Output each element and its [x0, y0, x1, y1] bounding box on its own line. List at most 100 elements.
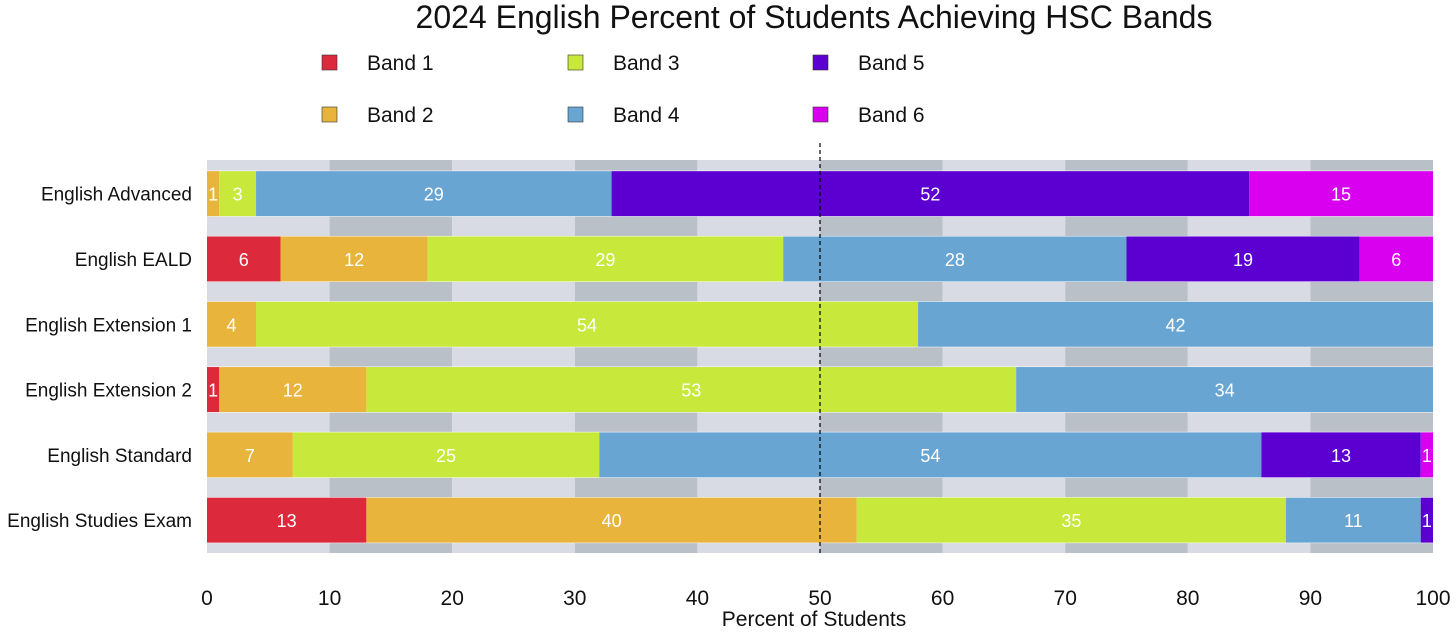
- data-label: 54: [920, 446, 940, 466]
- bar-layer: [207, 171, 1433, 543]
- legend-swatch: [321, 106, 338, 123]
- data-label: 1: [208, 185, 218, 205]
- x-axis: 0 10 20 30 40 50 60 70 80 90 100: [201, 587, 1450, 610]
- data-label: 29: [424, 185, 444, 205]
- x-tick-label: 10: [318, 587, 341, 610]
- data-label: 28: [945, 250, 965, 270]
- data-label: 19: [1233, 250, 1253, 270]
- bar-segment: [256, 171, 612, 217]
- x-tick-label: 60: [931, 587, 954, 610]
- data-label: 1: [208, 381, 218, 401]
- data-label: 29: [595, 250, 615, 270]
- category-label: English EALD: [75, 250, 192, 271]
- data-label: 6: [1391, 250, 1401, 270]
- grid-band: [1187, 160, 1311, 553]
- data-label: 25: [436, 446, 456, 466]
- x-axis-label: Percent of Students: [722, 608, 906, 631]
- bar-segment: [1359, 236, 1433, 282]
- legend-swatch: [812, 106, 829, 123]
- bar-segment: [783, 236, 1127, 282]
- data-label: 13: [277, 511, 297, 531]
- grid-band: [1065, 160, 1188, 553]
- category-label: English Advanced: [41, 185, 192, 206]
- data-label: 40: [602, 511, 622, 531]
- legend-swatch: [567, 54, 584, 71]
- x-tick-label: 80: [1176, 587, 1199, 610]
- legend-swatch: [321, 54, 338, 71]
- bar-segment: [856, 497, 1286, 543]
- bar-segment: [1126, 236, 1360, 282]
- legend-label: Band 2: [367, 104, 434, 127]
- data-label-layer: 1 3 29 52 156 12 29 28 19 64 54 421 12 53 347 25 54 13 113…: [208, 185, 1432, 532]
- legend-label: Band 6: [858, 104, 925, 127]
- data-label: 7: [245, 446, 255, 466]
- category-label: English Extension 2: [25, 381, 192, 402]
- bar-segment: [280, 236, 428, 282]
- data-label: 12: [344, 250, 364, 270]
- bar-segment: [1420, 432, 1433, 478]
- bar-segment: [207, 432, 293, 478]
- bar-segment: [1016, 367, 1433, 413]
- grid-band: [207, 160, 330, 553]
- grid-band: [820, 160, 943, 553]
- legend-swatch: [812, 54, 829, 71]
- bar-segment: [366, 367, 1017, 413]
- bar-segment: [599, 432, 1262, 478]
- bar-segment: [1285, 497, 1421, 543]
- x-tick-label: 100: [1415, 587, 1450, 610]
- data-label: 11: [1344, 511, 1363, 531]
- data-label: 13: [1331, 446, 1351, 466]
- data-label: 42: [1166, 315, 1186, 335]
- bar-segment: [219, 171, 257, 217]
- bar-segment: [207, 497, 367, 543]
- grid-band: [697, 160, 820, 553]
- bar-segment: [427, 236, 784, 282]
- legend-label: Band 3: [613, 52, 680, 75]
- bar-segment: [1420, 497, 1433, 543]
- data-label: 15: [1331, 185, 1351, 205]
- data-label: 6: [239, 250, 249, 270]
- bar-segment: [611, 171, 1250, 217]
- data-label: 54: [577, 315, 597, 335]
- grid-band: [452, 160, 575, 553]
- bar-segment: [207, 367, 220, 413]
- legend: Band 1 Band 2 Band 3 Band 4 Band 5 Band 6: [321, 52, 925, 127]
- x-tick-label: 30: [563, 587, 586, 610]
- grid-band: [942, 160, 1066, 553]
- grid-band: [1310, 160, 1433, 553]
- legend-label: Band 4: [613, 104, 680, 127]
- grid-band: [574, 160, 698, 553]
- data-label: 4: [227, 315, 237, 335]
- data-label: 52: [920, 185, 940, 205]
- data-label: 35: [1061, 511, 1081, 531]
- data-label: 1: [1422, 511, 1432, 531]
- data-label: 12: [283, 381, 303, 401]
- legend-label: Band 1: [367, 52, 434, 75]
- bar-segment: [1249, 171, 1433, 217]
- bar-segment: [207, 171, 220, 217]
- bar-segment: [292, 432, 600, 478]
- category-label: English Extension 1: [25, 315, 192, 336]
- legend-label: Band 5: [858, 52, 925, 75]
- legend-swatch: [567, 106, 584, 123]
- x-tick-label: 20: [441, 587, 464, 610]
- bar-segment: [918, 301, 1433, 347]
- bar-segment: [207, 301, 257, 347]
- bar-segment: [219, 367, 367, 413]
- data-label: 34: [1215, 381, 1235, 401]
- category-label: English Studies Exam: [7, 511, 192, 532]
- data-label: 53: [681, 381, 701, 401]
- x-tick-label: 40: [686, 587, 709, 610]
- bar-segment: [256, 301, 919, 347]
- x-tick-label: 0: [201, 587, 213, 610]
- chart-title: 2024 English Percent of Students Achievi…: [416, 0, 1213, 35]
- y-axis: English Advanced English EALD English Exte…: [7, 185, 192, 533]
- bar-segment: [1261, 432, 1421, 478]
- bar-segment: [207, 236, 281, 282]
- x-tick-label: 70: [1054, 587, 1077, 610]
- grid-band: [329, 160, 453, 553]
- x-tick-label: 90: [1299, 587, 1322, 610]
- data-label: 1: [1422, 446, 1432, 466]
